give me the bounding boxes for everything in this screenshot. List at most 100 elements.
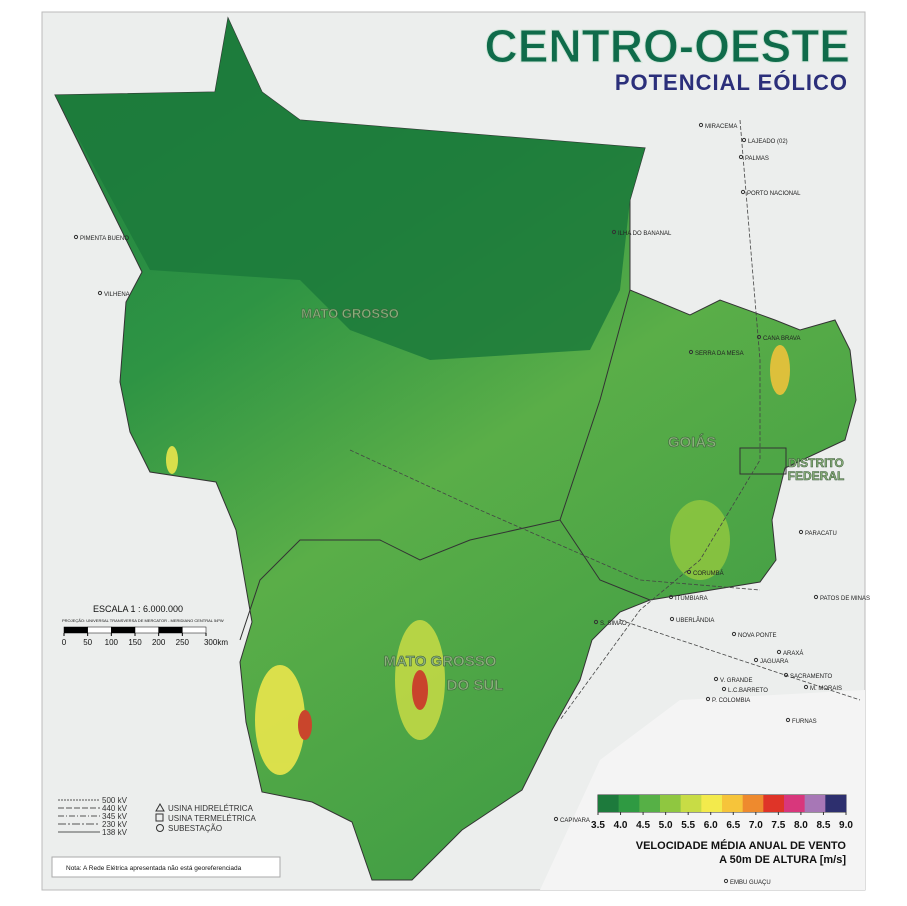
city-marker — [785, 717, 791, 723]
city-label: ARAXÁ — [783, 650, 803, 657]
line-legend-label: 500 kV — [102, 796, 128, 805]
scale-segment — [111, 626, 136, 634]
state-label: DISTRITO — [788, 456, 844, 470]
colorbar-label: 6.5 — [726, 820, 740, 831]
scale-label: 150 — [128, 638, 142, 647]
wind-hotspots — [166, 345, 790, 775]
colorbar-segment — [701, 795, 723, 812]
city-marker — [611, 229, 617, 235]
colorbar-segment — [742, 795, 764, 812]
city-label: LAJEADO (02) — [748, 139, 788, 145]
scale-label: 300km — [204, 638, 228, 647]
scale-segment — [182, 626, 207, 634]
city-marker — [756, 334, 762, 340]
state-label: GOIÁS — [668, 434, 716, 451]
colorbar-label: 3.5 — [591, 820, 605, 831]
city-marker — [73, 234, 79, 240]
city-label: V. GRANDE — [720, 678, 752, 684]
state-border — [559, 519, 651, 601]
colorbar-segment — [722, 795, 743, 812]
power-lines — [349, 119, 861, 721]
colorbar-segment — [680, 795, 702, 812]
scale-label: 200 — [152, 638, 166, 647]
colorbar-title: A 50m DE ALTURA [m/s] — [719, 854, 846, 866]
colorbar-label: 5.5 — [681, 820, 695, 831]
city-label: EMBU GUAÇU — [730, 880, 771, 886]
city-label: JAGUARA — [760, 659, 788, 665]
city-label: ILHA DO BANANAL — [618, 231, 672, 237]
hotspot — [298, 710, 312, 740]
scale-label: 100 — [105, 638, 119, 647]
map-title: CENTRO-OESTE — [485, 20, 850, 72]
state-label: FEDERAL — [788, 469, 845, 483]
city-label: PARACATU — [805, 531, 837, 537]
city-marker — [713, 676, 719, 682]
city-label: PALMAS — [745, 156, 769, 162]
state-border — [239, 289, 631, 641]
scale-segment — [63, 626, 88, 634]
city-marker — [723, 878, 729, 884]
scale-label: 250 — [176, 638, 190, 647]
scale-projection: PROJEÇÃO: UNIVERSAL TRANSVERSA DE MERCAT… — [62, 618, 224, 623]
scale-segment — [134, 626, 159, 634]
colorbar-label: 8.5 — [817, 820, 831, 831]
city-label: ITUMBIARA — [675, 596, 708, 602]
city-marker — [593, 619, 599, 625]
line-legend-label: 440 kV — [102, 804, 128, 813]
symbol-icon — [156, 824, 164, 832]
colorbar-segment — [825, 795, 847, 812]
colorbar-label: 4.0 — [614, 820, 628, 831]
colorbar-label: 5.0 — [659, 820, 673, 831]
symbol-icon — [155, 802, 165, 812]
state-label: DO SUL — [447, 677, 504, 694]
city-label: PORTO NACIONAL — [747, 191, 801, 197]
city-marker — [740, 189, 746, 195]
city-label: PIMENTA BUENO — [80, 236, 129, 242]
city-marker — [776, 649, 782, 655]
colorbar-segment — [660, 795, 681, 812]
city-marker — [688, 349, 694, 355]
colorbar-label: 6.0 — [704, 820, 718, 831]
city-label: MIRACEMA — [705, 124, 737, 130]
power-line — [619, 619, 861, 701]
city-label: L.C.BARRETO — [728, 688, 768, 694]
colorbar-label: 7.5 — [771, 820, 785, 831]
northern-forest — [55, 18, 645, 360]
city-label: CAPIVARA — [560, 818, 590, 824]
city-marker — [698, 122, 704, 128]
colorbar-segment — [598, 795, 619, 812]
city-marker — [705, 696, 711, 702]
city-label: CORUMBÁ — [693, 570, 724, 577]
city-marker — [553, 816, 559, 822]
symbol-label: USINA HIDRELÉTRICA — [168, 804, 254, 813]
city-marker — [798, 529, 804, 535]
city-label: UBERLÂNDIA — [676, 617, 714, 624]
city-marker — [783, 672, 789, 678]
city-label: PATOS DE MINAS — [820, 596, 870, 602]
hotspot — [670, 500, 730, 580]
colorbar-label: 7.0 — [749, 820, 763, 831]
colorbar-label: 8.0 — [794, 820, 808, 831]
note: Nota: A Rede Elétrica apresentada não es… — [66, 865, 242, 872]
colorbar-segment — [639, 795, 661, 812]
hotspot — [770, 345, 790, 395]
city-label: SERRA DA MESA — [695, 351, 744, 357]
symbol-icon — [155, 813, 164, 822]
city-marker — [731, 631, 737, 637]
scale-label: 0 — [62, 638, 67, 647]
scale-title: ESCALA 1 : 6.000.000 — [93, 604, 183, 614]
power-line — [559, 119, 761, 721]
scale-label: 50 — [83, 638, 92, 647]
city-marker — [669, 616, 675, 622]
colorbar-segment — [763, 795, 785, 812]
line-legend-label: 230 kV — [102, 820, 128, 829]
state-label: MATO GROSSO — [384, 653, 497, 670]
city-label: NOVA PONTE — [738, 633, 777, 639]
hotspot — [412, 670, 428, 710]
line-legend-label: 138 kV — [102, 828, 128, 837]
hotspot — [166, 446, 178, 474]
city-label: FURNAS — [792, 719, 817, 725]
city-marker — [753, 657, 759, 663]
city-marker — [668, 594, 674, 600]
